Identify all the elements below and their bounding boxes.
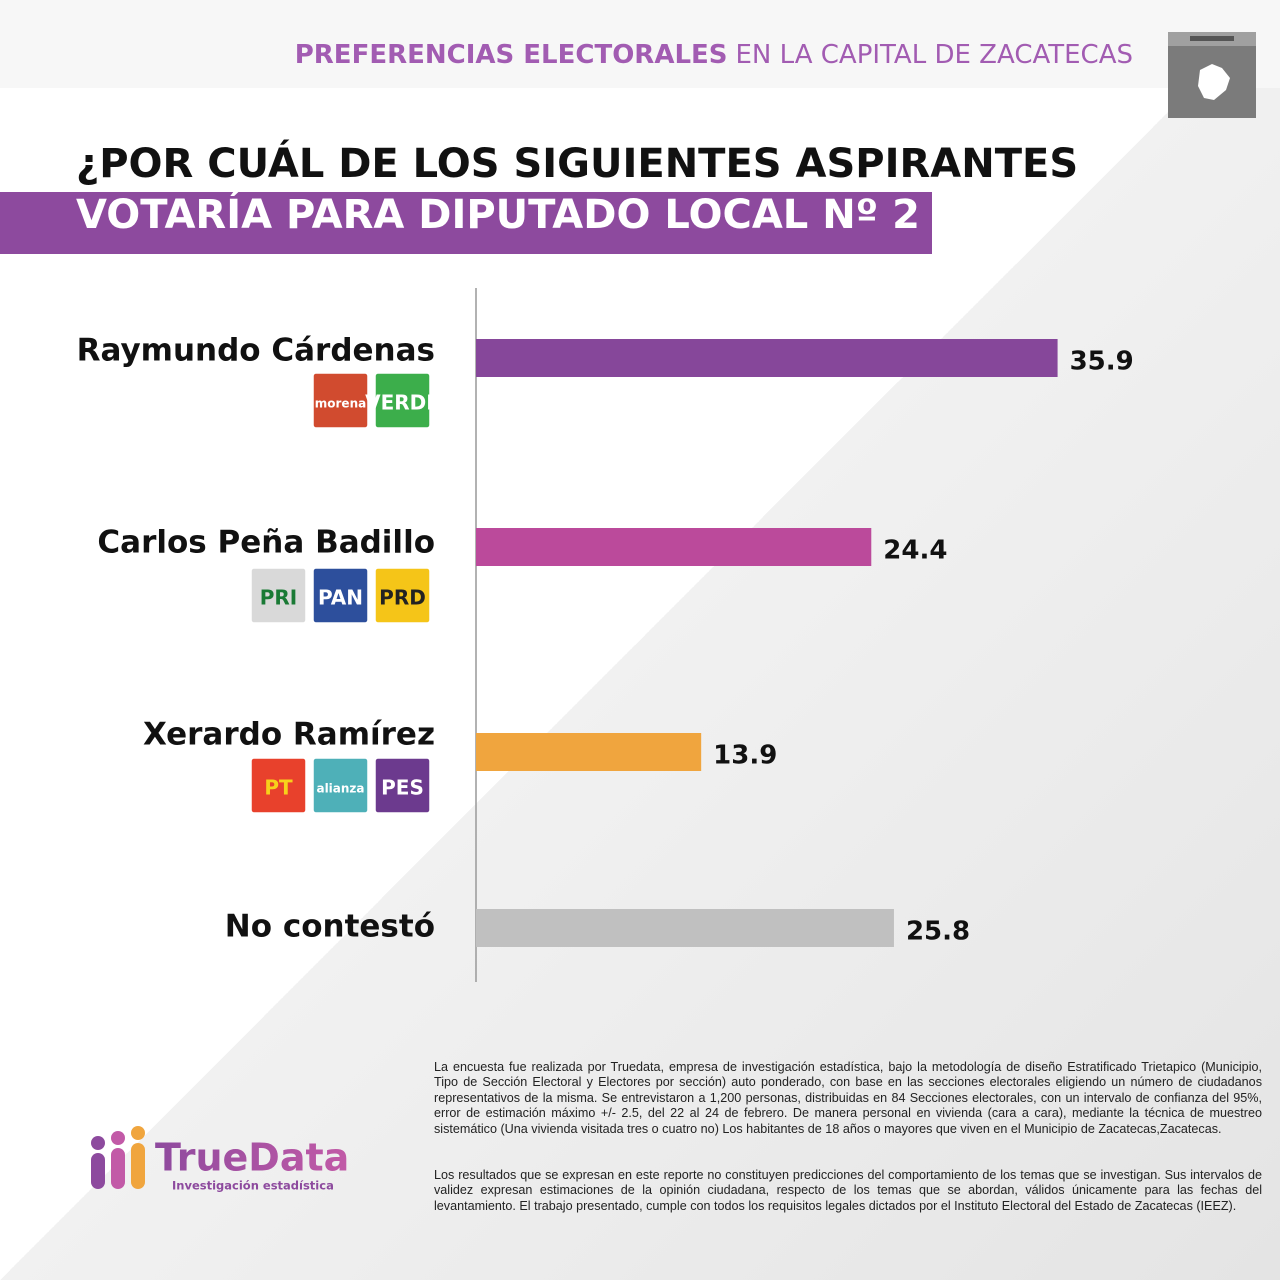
question-band: [0, 192, 932, 254]
header-bold: PREFERENCIAS ELECTORALES: [295, 40, 728, 70]
logo-tagline: Investigación estadística: [172, 1179, 334, 1193]
truedata-logo: TrueData Investigación estadística: [91, 1126, 349, 1193]
header-band: [0, 0, 1280, 88]
party-logo-text: PT: [264, 776, 293, 800]
category-label: No contestó: [225, 909, 435, 945]
category-label: Raymundo Cárdenas: [77, 333, 435, 369]
logo-name: TrueData: [155, 1136, 349, 1180]
party-logo-box: [312, 567, 369, 624]
party-logo-text: PRI: [260, 586, 298, 610]
footnote: La encuesta fue realizada por Truedata, …: [434, 1060, 1262, 1136]
party-logo-text: morena: [315, 397, 366, 411]
category-label: Xerardo Ramírez: [143, 717, 435, 753]
party-logo-box: [374, 757, 431, 814]
value-label: 24.4: [883, 536, 947, 566]
ballot-icon: [1168, 32, 1256, 118]
party-logo-box: [312, 372, 369, 429]
bar: [476, 733, 702, 771]
party-logo-box: [374, 567, 431, 624]
party-logo-text: VERDE: [365, 391, 440, 415]
question-line2: VOTARÍA PARA DIPUTADO LOCAL Nº 2 ?: [76, 190, 957, 238]
value-label: 25.8: [906, 917, 970, 947]
party-logo-box: [374, 372, 431, 429]
value-label: 35.9: [1070, 347, 1134, 377]
party-logo: alianza: [312, 757, 369, 814]
category-label: Carlos Peña Badillo: [97, 525, 435, 561]
question-line1: ¿POR CUÁL DE LOS SIGUIENTES ASPIRANTES: [76, 139, 1078, 187]
party-logo-text: PAN: [318, 586, 363, 610]
footnote: Los resultados que se expresan en este r…: [434, 1168, 1262, 1213]
party-logo: PES: [374, 757, 431, 814]
header: PREFERENCIAS ELECTORALES EN LA CAPITAL DE…: [295, 40, 1133, 70]
party-logo-text: PRD: [379, 586, 426, 610]
value-label: 13.9: [713, 741, 777, 771]
bar: [476, 339, 1058, 377]
bar: [476, 528, 872, 566]
party-logo-text: alianza: [316, 782, 364, 796]
party-logo-text: PES: [381, 776, 424, 800]
party-logo: PT: [250, 757, 307, 814]
bar: [476, 909, 894, 947]
header-rest: EN LA CAPITAL DE ZACATECAS: [736, 40, 1134, 70]
party-logo-box: [250, 567, 307, 624]
party-logo: morena: [312, 372, 369, 429]
party-logo-box: [312, 757, 369, 814]
party-logo: PRD: [374, 567, 431, 624]
party-logo-box: [250, 757, 307, 814]
party-logo: PAN: [312, 567, 369, 624]
party-logo: PRI: [250, 567, 307, 624]
party-logo: VERDE: [365, 372, 440, 429]
